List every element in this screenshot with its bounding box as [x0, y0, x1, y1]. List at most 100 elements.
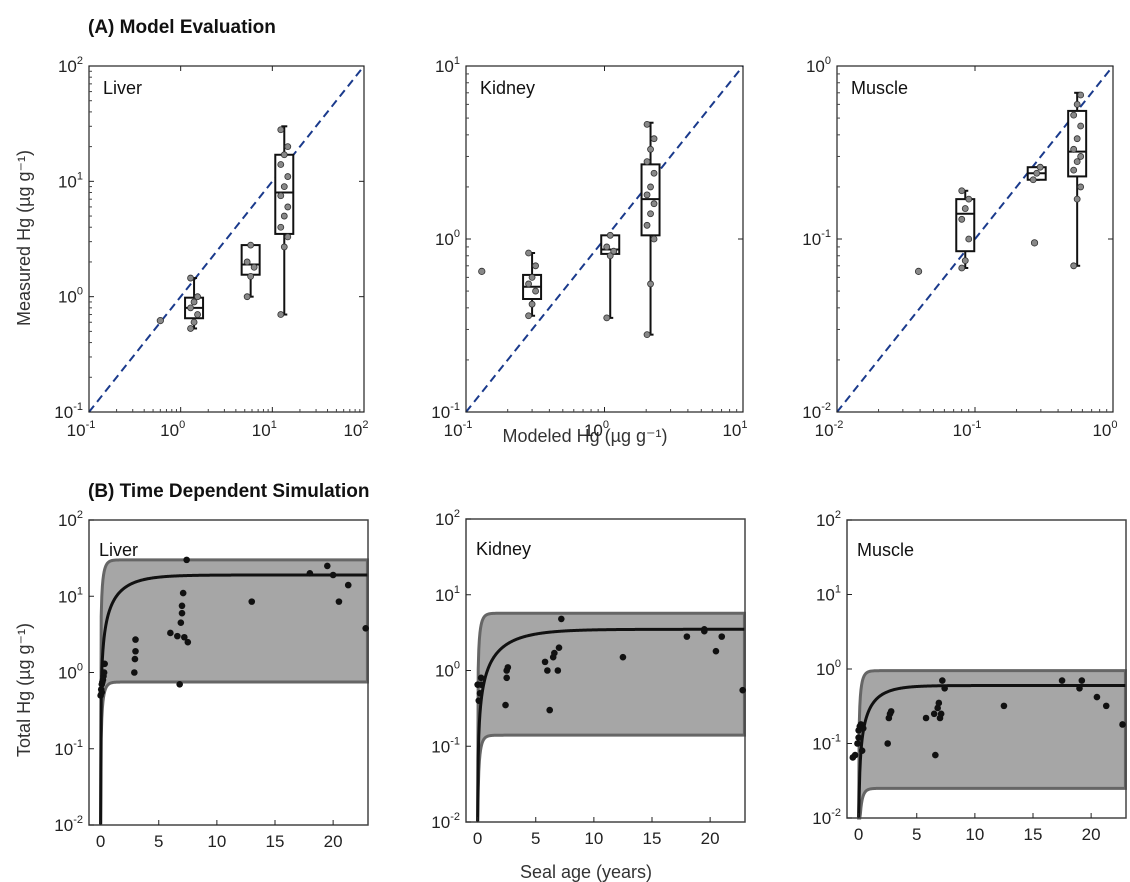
y-tick-label: 10-1: [431, 401, 460, 422]
data-point: [620, 654, 627, 661]
data-point: [1074, 136, 1080, 142]
data-point: [931, 711, 938, 718]
data-point: [278, 312, 284, 318]
data-point: [701, 626, 708, 633]
y-tick-label: 101: [435, 584, 460, 605]
data-point: [195, 312, 201, 318]
data-point: [167, 630, 174, 637]
x-tick-label: 15: [266, 832, 285, 851]
data-point: [529, 274, 535, 280]
data-point: [860, 725, 867, 732]
data-point: [959, 216, 965, 222]
data-point: [888, 708, 895, 715]
x-tick-label: 10: [584, 829, 603, 848]
data-point: [244, 294, 250, 300]
data-point: [684, 633, 691, 640]
data-point: [962, 206, 968, 212]
data-point: [551, 650, 558, 657]
panel-label: Muscle: [851, 78, 908, 98]
uncertainty-band: [859, 671, 1126, 818]
y-tick-label: 10-2: [812, 807, 841, 828]
y-tick-label: 102: [435, 508, 460, 529]
data-point: [1076, 685, 1083, 692]
x-tick-label: 101: [722, 419, 747, 440]
data-point: [651, 170, 657, 176]
data-point: [855, 734, 862, 741]
data-point: [1071, 263, 1077, 269]
x-tick-label: 20: [1082, 825, 1101, 844]
data-point: [651, 236, 657, 242]
x-tick-label: 10: [965, 825, 984, 844]
data-point: [1071, 146, 1077, 152]
data-point: [475, 697, 482, 704]
data-point: [132, 648, 139, 655]
data-point: [307, 570, 314, 577]
data-point: [174, 633, 181, 640]
data-point: [932, 752, 939, 759]
x-tick-label: 10-2: [815, 419, 844, 440]
y-tick-label: 10-1: [54, 401, 83, 422]
panel-label: Muscle: [857, 540, 914, 560]
x-tick-label: 5: [531, 829, 540, 848]
x-tick-label: 101: [252, 419, 277, 440]
x-tick-label: 100: [160, 419, 185, 440]
data-point: [542, 659, 549, 666]
b-ylabel: Total Hg (µg g⁻¹): [14, 623, 34, 757]
x-tick-label: 5: [912, 825, 921, 844]
data-point: [1103, 703, 1110, 710]
data-point: [191, 319, 197, 325]
x-tick-label: 0: [96, 832, 105, 851]
data-point: [278, 193, 284, 199]
data-point: [362, 625, 369, 632]
x-tick-label: 10: [207, 832, 226, 851]
data-point: [285, 144, 291, 150]
one-to-one-line: [89, 66, 364, 412]
x-tick-label: 20: [701, 829, 720, 848]
data-point: [195, 294, 201, 300]
data-point: [1078, 123, 1084, 129]
data-point: [281, 213, 287, 219]
data-point: [959, 188, 965, 194]
data-point: [248, 273, 254, 279]
muscle-evaluation-plot: 10-2 10-1 10010-210-1100Muscle: [802, 55, 1117, 440]
kidney-time-plot: 0 5 10 15 2010-210-1100101102Kidney: [431, 508, 746, 848]
data-point: [505, 664, 512, 671]
data-point: [604, 315, 610, 321]
y-tick-label: 102: [816, 509, 841, 530]
data-point: [959, 265, 965, 271]
data-point: [1078, 92, 1084, 98]
panel-label: Liver: [99, 540, 138, 560]
data-point: [285, 204, 291, 210]
y-tick-label: 10-1: [54, 738, 83, 759]
data-point: [941, 685, 948, 692]
data-point: [101, 669, 108, 676]
y-tick-label: 100: [435, 660, 460, 681]
data-point: [1001, 703, 1008, 710]
data-point: [188, 305, 194, 311]
data-point: [939, 677, 946, 684]
data-point: [884, 740, 891, 747]
b-xlabel: Seal age (years): [520, 862, 652, 882]
uncertainty-band: [101, 560, 368, 825]
x-tick-label: 0: [473, 829, 482, 848]
x-tick-label: 15: [643, 829, 662, 848]
data-point: [132, 656, 139, 663]
x-tick-label: 0: [854, 825, 863, 844]
data-point: [281, 244, 287, 250]
box: [1068, 111, 1086, 177]
data-point: [938, 711, 945, 718]
liver-evaluation-plot: 10-1 100 101 102 10-1 100 101 102 Liver: [54, 55, 368, 440]
data-point: [962, 258, 968, 264]
panel-label: Kidney: [476, 539, 531, 559]
data-point: [244, 259, 250, 265]
a-ylabel: Measured Hg (µg g⁻¹): [14, 150, 34, 326]
data-point: [859, 747, 866, 754]
data-point: [191, 299, 197, 305]
data-point: [644, 192, 650, 198]
y-tick-label: 10-2: [54, 814, 83, 835]
data-point: [607, 232, 613, 238]
y-tick-label: 100: [58, 662, 83, 683]
data-point: [502, 702, 509, 709]
data-point: [1078, 153, 1084, 159]
